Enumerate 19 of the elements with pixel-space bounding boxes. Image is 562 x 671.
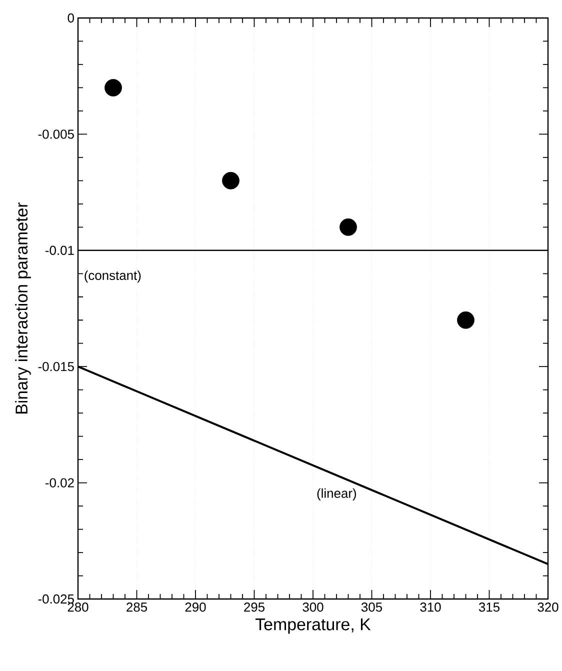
y-tick-label: -0.015 [38, 362, 74, 372]
y-axis-title: Binary interaction parameter [15, 202, 31, 414]
y-tick-label: -0.005 [38, 130, 74, 139]
x-tick-label: 315 [478, 602, 500, 612]
x-tick-label: 305 [361, 602, 382, 612]
x-tick-label: 290 [185, 602, 206, 612]
y-tick-label: -0.025 [38, 594, 74, 604]
x-tick-label: 310 [420, 602, 441, 612]
y-tick-label: 0 [68, 13, 74, 23]
x-axis-title: Temperature, K [255, 618, 371, 634]
x-tick-label: 300 [302, 602, 324, 612]
annotation: (constant) [84, 270, 141, 283]
y-tick-label: -0.01 [46, 246, 74, 255]
x-tick-label: 320 [538, 602, 558, 612]
x-tick-label: 280 [68, 602, 88, 612]
x-tick-label: 285 [126, 602, 148, 612]
x-tick-label: 295 [244, 602, 265, 612]
annotation: (linear) [317, 488, 356, 500]
y-tick-label: -0.02 [46, 478, 74, 488]
